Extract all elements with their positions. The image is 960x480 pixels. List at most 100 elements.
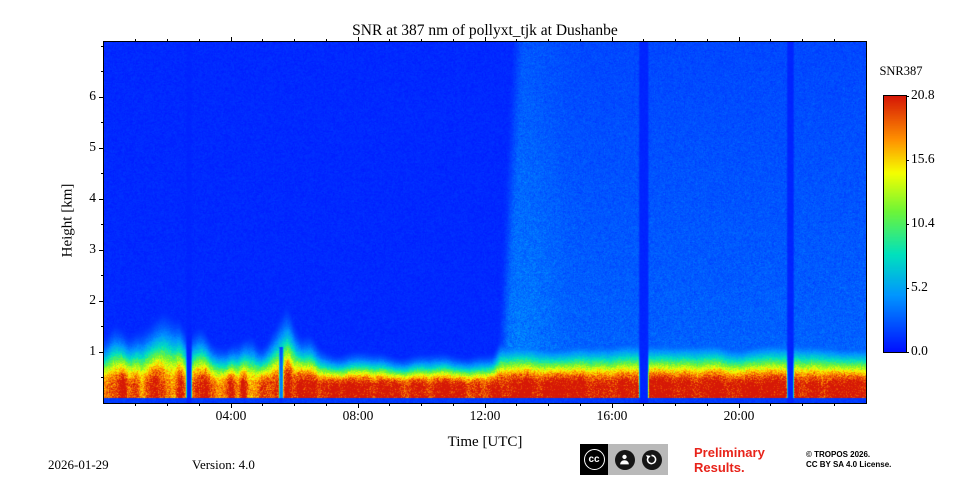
heatmap-canvas <box>104 42 866 403</box>
y-tick-mark <box>101 45 104 47</box>
colorbar-tick-label: 15.6 <box>911 151 935 166</box>
x-tick-mark <box>833 39 835 42</box>
y-tick-mark <box>99 249 104 251</box>
colorbar-canvas <box>884 96 906 352</box>
x-tick-mark <box>198 403 200 406</box>
x-tick-mark <box>325 39 327 42</box>
x-tick-label: 04:00 <box>215 408 247 423</box>
x-tick-mark <box>548 39 549 42</box>
x-tick-mark <box>579 403 581 406</box>
x-tick-mark <box>230 37 232 42</box>
x-tick-mark <box>706 403 708 406</box>
x-tick-mark <box>611 403 613 408</box>
y-tick-mark <box>99 96 104 98</box>
y-tick-label: 4 <box>89 190 96 206</box>
y-tick-label: 1 <box>89 343 96 358</box>
x-tick-mark <box>833 403 835 406</box>
x-tick-mark <box>135 403 137 406</box>
x-tick-mark <box>484 403 486 408</box>
copyright-line1: © TROPOS 2026. <box>806 450 871 459</box>
x-tick-mark <box>421 403 422 406</box>
colorbar-tick-mark <box>906 351 909 353</box>
x-tick-mark <box>421 39 422 42</box>
y-tick-mark <box>101 377 104 378</box>
x-tick-label: 08:00 <box>342 408 374 423</box>
x-tick-mark <box>198 39 200 42</box>
x-tick-mark <box>167 403 168 406</box>
x-tick-mark <box>738 37 740 42</box>
x-tick-mark <box>135 39 137 42</box>
colorbar-tick-mark <box>906 223 909 225</box>
colorbar-tick-mark <box>906 159 909 161</box>
x-tick-mark <box>357 403 359 408</box>
y-tick-mark <box>99 147 104 149</box>
colorbar-tick-mark <box>906 95 909 97</box>
colorbar-tick-label: 10.4 <box>911 215 935 230</box>
colorbar <box>883 95 907 353</box>
x-tick-mark <box>452 39 454 42</box>
colorbar-title: SNR387 <box>879 64 923 78</box>
x-tick-mark <box>802 403 803 406</box>
x-tick-mark <box>643 39 645 42</box>
x-tick-mark <box>548 403 549 406</box>
x-tick-mark <box>484 37 486 42</box>
y-tick-mark <box>101 224 104 226</box>
x-axis-label: Time [UTC] <box>447 434 523 450</box>
y-tick-mark <box>99 300 104 302</box>
copyright-note: © TROPOS 2026. CC BY SA 4.0 License. <box>806 450 891 470</box>
x-tick-mark <box>230 403 232 408</box>
y-tick-mark <box>99 351 104 353</box>
x-tick-label: 20:00 <box>723 408 755 423</box>
x-tick-mark <box>389 403 391 406</box>
colorbar-tick-label: 20.8 <box>911 87 935 102</box>
x-tick-mark <box>516 39 518 42</box>
preliminary-line2: Results. <box>694 460 745 475</box>
preliminary-results-note: Preliminary Results. <box>694 445 765 475</box>
x-tick-mark <box>802 39 803 42</box>
y-tick-mark <box>101 173 104 175</box>
x-tick-mark <box>167 39 168 42</box>
cc-logo-icon: cc <box>583 449 605 470</box>
y-tick-mark <box>99 198 104 200</box>
x-tick-mark <box>262 39 264 42</box>
cc-sa-arrow-icon <box>641 449 662 470</box>
x-tick-mark <box>611 37 613 42</box>
x-tick-mark <box>643 403 645 406</box>
colorbar-tick-label: 5.2 <box>911 279 928 294</box>
preliminary-line1: Preliminary <box>694 445 765 460</box>
y-tick-mark <box>101 71 104 73</box>
cc-by-person-icon <box>614 449 635 470</box>
copyright-line2: CC BY SA 4.0 License. <box>806 460 892 469</box>
y-tick-mark <box>101 275 104 277</box>
x-tick-label: 12:00 <box>469 408 501 423</box>
x-tick-mark <box>738 403 740 408</box>
x-tick-mark <box>675 39 676 42</box>
x-tick-mark <box>452 403 454 406</box>
x-tick-mark <box>357 37 359 42</box>
y-tick-label: 3 <box>89 241 96 257</box>
x-tick-label: 16:00 <box>596 408 628 423</box>
x-tick-mark <box>770 39 772 42</box>
x-tick-mark <box>579 39 581 42</box>
x-tick-mark <box>675 403 676 406</box>
x-tick-mark <box>706 39 708 42</box>
measurement-date: 2026-01-29 <box>48 457 109 472</box>
x-tick-mark <box>770 403 772 406</box>
chart-title: SNR at 387 nm of pollyxt_tjk at Dushanbe <box>352 22 618 39</box>
cc-badge-left: cc <box>580 444 608 475</box>
y-tick-label: 2 <box>89 292 96 308</box>
plot-area <box>103 41 867 404</box>
cc-license-badge: cc <box>580 444 668 475</box>
y-tick-mark <box>101 122 104 124</box>
colorbar-tick-mark <box>906 287 909 289</box>
y-tick-label: 5 <box>89 139 96 155</box>
x-tick-mark <box>389 39 391 42</box>
x-tick-mark <box>325 403 327 406</box>
x-tick-mark <box>294 39 295 42</box>
x-tick-mark <box>262 403 264 406</box>
y-tick-label: 6 <box>89 88 96 104</box>
x-tick-mark <box>516 403 518 406</box>
y-tick-mark <box>101 326 104 328</box>
version-label: Version: 4.0 <box>192 457 255 472</box>
